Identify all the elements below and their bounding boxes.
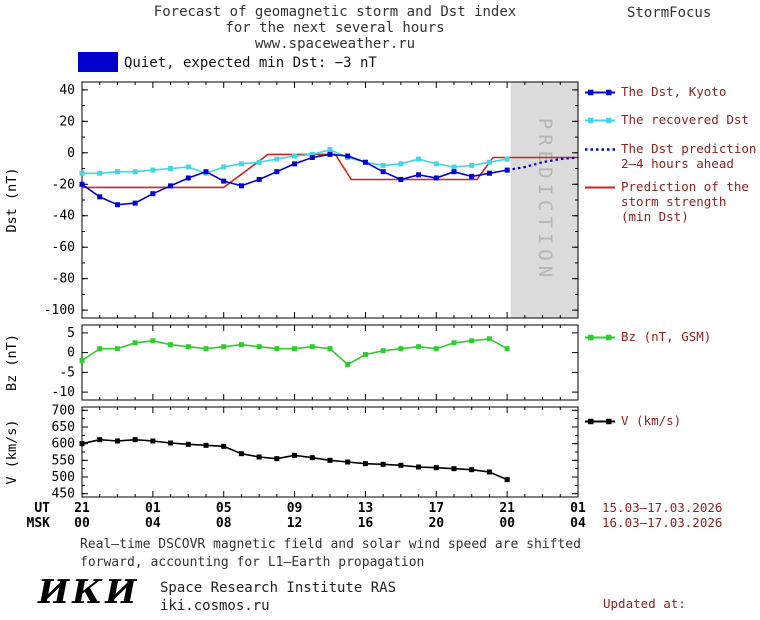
ut-tick-label: 01 bbox=[145, 501, 161, 516]
msk-date-range: 16.03–17.03.2026 bbox=[602, 515, 723, 530]
series-v-markers bbox=[79, 437, 510, 483]
caption-line-1: Real–time DSCOVR magnetic field and sola… bbox=[80, 537, 581, 552]
msk-tick-label: 16 bbox=[358, 516, 374, 531]
ut-tick-label: 13 bbox=[358, 501, 374, 516]
series-recovered-dst-markers bbox=[79, 147, 510, 176]
bz-ytick-label: 5 bbox=[67, 326, 75, 341]
ut-tick-label: 21 bbox=[74, 501, 90, 516]
dst-kyoto-swatch bbox=[585, 89, 615, 96]
page-title: Forecast of geomagnetic storm and Dst in… bbox=[0, 4, 670, 52]
updated-label: Updated at: bbox=[603, 596, 686, 611]
dst-frame bbox=[81, 81, 579, 319]
dst-prediction-swatch bbox=[585, 148, 615, 151]
msk-tick-label: 12 bbox=[287, 516, 303, 531]
legend-label-dst-kyoto: The Dst, Kyoto bbox=[621, 84, 727, 99]
series-v bbox=[81, 438, 508, 481]
legend-label-storm-l3: (min Dst) bbox=[621, 209, 689, 224]
msk-tick-label: 04 bbox=[145, 516, 161, 531]
dst-ytick-label: -40 bbox=[52, 209, 75, 224]
bz-frame bbox=[81, 324, 579, 401]
legend-item-recovered-dst: The recovered Dst bbox=[585, 112, 759, 127]
msk-axis-name: MSK bbox=[27, 516, 51, 531]
prediction-band-label: PREDICTION bbox=[534, 118, 556, 282]
updated-block: Updated at: UT 21:05, 16.03.2026 MSK 00:… bbox=[603, 564, 760, 620]
legend-item-v: V (km/s) bbox=[585, 413, 759, 428]
v-ytick-label: 650 bbox=[52, 420, 75, 435]
v-ytick-label: 450 bbox=[52, 487, 75, 502]
recovered-dst-swatch bbox=[585, 117, 615, 124]
legend-item-bz: Bz (nT, GSM) bbox=[585, 329, 759, 344]
caption: Real–time DSCOVR magnetic field and sola… bbox=[80, 536, 581, 571]
legend-label-dst-prediction: The Dst prediction 2–4 hours ahead bbox=[621, 141, 756, 171]
ut-tick-label: 01 bbox=[570, 501, 586, 516]
legend-item-storm-prediction: Prediction of the storm strength (min Ds… bbox=[585, 179, 759, 224]
legend-label-storm-prediction: Prediction of the storm strength (min Ds… bbox=[621, 179, 749, 224]
series-bz-markers bbox=[79, 336, 510, 367]
brand-stormfocus: StormFocus bbox=[627, 5, 712, 21]
v-ytick-label: 500 bbox=[52, 470, 75, 485]
v-ytick-label: 600 bbox=[52, 437, 75, 452]
bz-ytick-label: -5 bbox=[59, 365, 75, 380]
caption-line-2: forward, accounting for L1–Earth propaga… bbox=[80, 554, 425, 570]
dst-panel: PREDICTION 40 20 0 -20 -40 -60 -80 -100 Dst (nT) bbox=[4, 81, 579, 319]
v-axis-title: V (km/s) bbox=[4, 419, 20, 484]
msk-tick-label: 04 bbox=[570, 516, 586, 531]
msk-tick-label: 00 bbox=[74, 516, 90, 531]
msk-tick-label: 20 bbox=[428, 516, 444, 531]
legend-label-v: V (km/s) bbox=[621, 413, 682, 428]
legend-label-storm-l2: storm strength bbox=[621, 194, 727, 209]
msk-tick-label: 00 bbox=[499, 516, 515, 531]
legend-label-storm-l1: Prediction of the bbox=[621, 179, 749, 194]
dst-ytick-label: 0 bbox=[67, 146, 75, 161]
legend-label-bz: Bz (nT, GSM) bbox=[621, 329, 712, 344]
v-swatch bbox=[585, 418, 615, 425]
bz-panel: 5 0 -5 -10 Bz (nT) bbox=[4, 324, 579, 401]
dst-ytick-label: 40 bbox=[59, 83, 75, 98]
ut-date-range: 15.03–17.03.2026 bbox=[602, 500, 723, 515]
institute-site: iki.cosmos.ru bbox=[160, 598, 270, 614]
quiet-status-swatch bbox=[78, 52, 118, 72]
storm-prediction-swatch bbox=[585, 186, 615, 189]
prediction-band bbox=[510, 82, 578, 318]
ut-tick-label: 21 bbox=[499, 501, 515, 516]
title-url: www.spaceweather.ru bbox=[254, 36, 416, 52]
iki-logo: ИКИ bbox=[38, 572, 140, 611]
dst-ytick-label: 20 bbox=[59, 114, 75, 129]
dst-axis-title: Dst (nT) bbox=[4, 167, 20, 232]
series-dst-prediction bbox=[506, 156, 579, 172]
legend-item-dst-kyoto: The Dst, Kyoto bbox=[585, 84, 759, 99]
bz-swatch bbox=[585, 334, 615, 341]
x-axis-labels: UT 21 01 05 09 13 17 21 01 MSK 00 04 08 12 16 20 00 04 bbox=[27, 501, 586, 531]
ut-axis-name: UT bbox=[34, 501, 50, 516]
dst-ytick-label: -60 bbox=[52, 240, 75, 255]
v-ytick-label: 550 bbox=[52, 453, 75, 468]
ut-tick-label: 09 bbox=[287, 501, 303, 516]
dst-ytick-label: -80 bbox=[52, 272, 75, 287]
ut-tick-label: 17 bbox=[428, 501, 444, 516]
ut-tick-label: 05 bbox=[216, 501, 232, 516]
series-bz bbox=[81, 337, 508, 366]
dst-ytick-label: -20 bbox=[52, 177, 75, 192]
dst-ytick-label: -100 bbox=[44, 303, 75, 318]
institute-name: Space Research Institute RAS bbox=[160, 580, 397, 596]
title-line-2: for the next several hours bbox=[225, 20, 445, 36]
legend-item-dst-prediction: The Dst prediction 2–4 hours ahead bbox=[585, 141, 759, 171]
msk-tick-label: 08 bbox=[216, 516, 232, 531]
bz-ytick-label: 0 bbox=[67, 346, 75, 361]
bz-ytick-label: -10 bbox=[52, 385, 75, 400]
legend-label-recovered-dst: The recovered Dst bbox=[621, 112, 749, 127]
title-line-1: Forecast of geomagnetic storm and Dst in… bbox=[153, 4, 517, 20]
quiet-status-label: Quiet, expected min Dst: −3 nT bbox=[124, 55, 377, 71]
v-frame bbox=[81, 406, 579, 498]
bz-axis-title: Bz (nT) bbox=[4, 334, 20, 391]
v-ytick-label: 700 bbox=[52, 403, 75, 418]
legend-label-dst-prediction-l1: The Dst prediction bbox=[621, 141, 757, 156]
legend-label-dst-prediction-l2: 2–4 hours ahead bbox=[621, 156, 734, 171]
